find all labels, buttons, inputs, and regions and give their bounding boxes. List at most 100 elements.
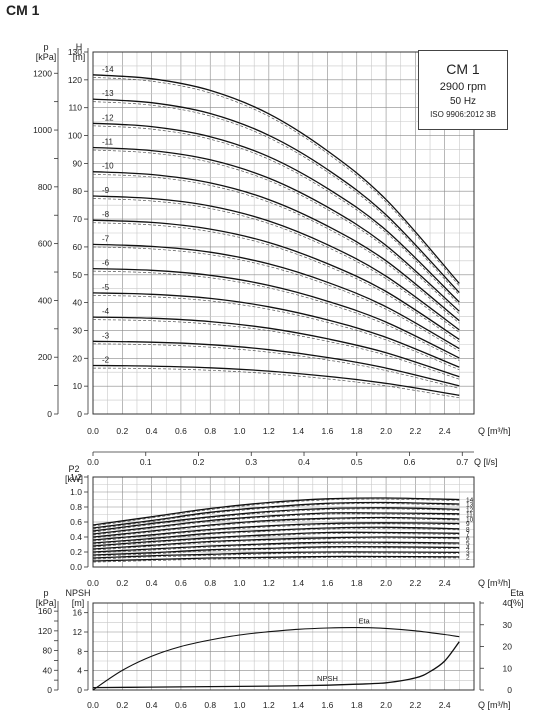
info-model: CM 1 <box>446 61 480 77</box>
power-curve-dashed <box>92 518 460 539</box>
head-curve-dashed <box>92 270 460 361</box>
power-curve-9 <box>92 522 460 541</box>
x-tick-label: 0.2 <box>116 426 128 436</box>
head-curve-label: -13 <box>102 89 114 98</box>
x-tick-label: 1.2 <box>263 700 275 710</box>
head-curve-3 <box>92 340 460 387</box>
power-curve-label: 11 <box>466 511 473 518</box>
power-curve-8 <box>92 526 460 544</box>
x-tick-label: 0.4 <box>146 578 158 588</box>
x-tick-label: 0.0 <box>87 578 99 588</box>
power-curve-dashed <box>92 513 460 536</box>
h-tick-label: 50 <box>73 270 83 280</box>
kpa-tick-label: 120 <box>38 626 52 636</box>
power-curve-5 <box>92 541 460 553</box>
power-curve-11 <box>92 512 460 535</box>
p2-tick-label: 0.0 <box>70 562 82 572</box>
kpa-tick-label: 1000 <box>33 125 52 135</box>
x-tick-label: 0.6 <box>175 578 187 588</box>
h-tick-label: 10 <box>73 381 83 391</box>
kpa-tick-label: 80 <box>43 646 53 656</box>
power-curve-dashed <box>92 523 460 542</box>
h-tick-label: 20 <box>73 353 83 363</box>
kpa-tick-label: 600 <box>38 239 52 249</box>
head-curve-11 <box>92 146 460 312</box>
kpa-tick-label: 160 <box>38 606 52 616</box>
head-curve-label: -10 <box>102 162 114 171</box>
ls-tick-label: 0.0 <box>87 457 99 467</box>
h-axis-label: H [m] <box>73 42 86 62</box>
x-tick-label: 1.6 <box>322 426 334 436</box>
x-tick-label: 1.4 <box>292 426 304 436</box>
head-curve-dashed <box>92 198 460 333</box>
head-curve-13 <box>92 98 460 294</box>
power-curve-6 <box>92 536 460 550</box>
head-curve-dashed <box>92 101 460 296</box>
x-tick-label: 0.8 <box>204 426 216 436</box>
x-tick-label: 1.2 <box>263 426 275 436</box>
p2-axis-label: P2 [kW] <box>65 464 83 484</box>
power-curve-label: 4 <box>466 545 470 552</box>
head-curve-label: -11 <box>102 138 114 147</box>
h-tick-label: 40 <box>73 298 83 308</box>
x-tick-label: 2.2 <box>409 578 421 588</box>
eta-tick-label: 0 <box>507 685 512 695</box>
h-tick-label: 0 <box>77 409 82 419</box>
x-tick-label: 0.4 <box>146 700 158 710</box>
npsh-curve-label: NPSH <box>317 674 338 683</box>
power-plot-frame <box>92 476 475 568</box>
x-tick-label: 1.2 <box>263 578 275 588</box>
h-tick-label: 130 <box>68 47 82 57</box>
eta-curve <box>92 627 460 691</box>
head-curve-dashed <box>92 222 460 343</box>
power-curve-label: 13 <box>466 502 474 509</box>
x-tick-label: 1.8 <box>351 700 363 710</box>
head-x-axis-label: Q [m³/h] <box>478 426 511 436</box>
power-x-axis-label: Q [m³/h] <box>478 578 511 588</box>
figure-title: CM 1 <box>6 2 40 18</box>
head-curve-label: -14 <box>102 65 114 74</box>
power-curve-dashed <box>92 498 460 527</box>
power-curve-label: 9 <box>466 521 470 528</box>
power-curve-label: 8 <box>466 526 470 533</box>
h-tick-label: 120 <box>68 75 82 85</box>
power-curve-3 <box>92 551 460 559</box>
eta-curve-label: Eta <box>358 617 370 626</box>
head-curve-label: -7 <box>102 234 110 243</box>
head-curve-label: -3 <box>102 331 110 340</box>
h-tick-label: 80 <box>73 186 83 196</box>
kpa-axis-label: p [kPa] <box>36 588 57 608</box>
npsh-x-axis-label: Q [m³/h] <box>478 700 511 710</box>
npsh-tick-label: 16 <box>73 608 83 618</box>
info-standard: ISO 9906:2012 3B <box>430 110 496 119</box>
power-curve-label: 6 <box>466 535 470 542</box>
head-curve-label: -2 <box>102 356 110 365</box>
power-curve-dashed <box>92 503 460 530</box>
power-curve-14 <box>92 497 460 526</box>
x-tick-label: 1.6 <box>322 578 334 588</box>
head-curve-label: -9 <box>102 186 110 195</box>
x-tick-label: 2.2 <box>409 700 421 710</box>
x-tick-label: 2.0 <box>380 426 392 436</box>
x-tick-label: 0.6 <box>175 700 187 710</box>
x-tick-label: 1.4 <box>292 578 304 588</box>
head-plot-frame <box>92 51 475 415</box>
ls-tick-label: 0.2 <box>193 457 205 467</box>
head-curve-8 <box>92 219 460 340</box>
ls-tick-label: 0.3 <box>245 457 257 467</box>
power-curve-label: 10 <box>466 517 474 524</box>
head-curve-4 <box>92 316 460 378</box>
head-curve-dashed <box>92 367 460 399</box>
kpa-tick-label: 1200 <box>33 68 52 78</box>
p2-tick-label: 1.2 <box>70 472 82 482</box>
head-curve-dashed <box>92 173 460 324</box>
npsh-tick-label: 4 <box>77 666 82 676</box>
power-curve-12 <box>92 507 460 532</box>
head-curve-label: -12 <box>102 113 114 122</box>
eta-axis-label: Eta [%] <box>510 588 524 608</box>
power-curve-label: 5 <box>466 541 470 548</box>
ls-tick-label: 0.6 <box>404 457 416 467</box>
h-tick-label: 60 <box>73 242 83 252</box>
power-curve-dashed <box>92 533 460 548</box>
head-curve-dashed <box>92 125 460 305</box>
